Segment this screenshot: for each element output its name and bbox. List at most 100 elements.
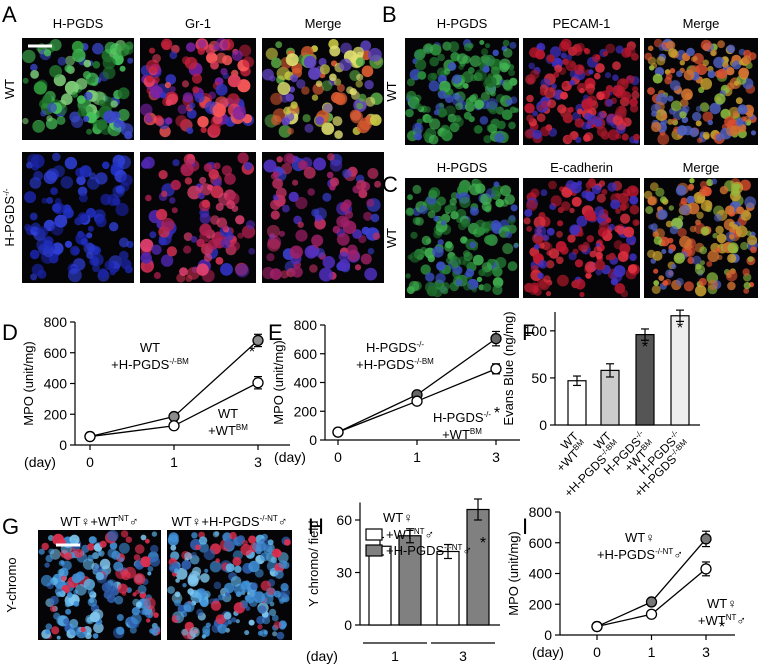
cell bbox=[622, 188, 631, 197]
cell bbox=[613, 265, 626, 278]
cell bbox=[326, 171, 334, 179]
cell bbox=[117, 583, 128, 594]
cell bbox=[632, 86, 639, 93]
cell bbox=[410, 231, 418, 239]
cell bbox=[654, 228, 665, 239]
cell bbox=[507, 261, 518, 271]
cell bbox=[124, 131, 133, 140]
cell bbox=[49, 548, 61, 560]
cell bbox=[726, 125, 738, 137]
series-label: +WTNT♂ bbox=[698, 613, 746, 628]
cell bbox=[40, 110, 47, 117]
cell bbox=[460, 236, 468, 244]
superscript: -/-NT bbox=[260, 514, 278, 523]
cell bbox=[726, 44, 736, 54]
cell bbox=[235, 619, 240, 624]
cell bbox=[161, 217, 175, 232]
x-axis-label: (day) bbox=[306, 648, 338, 664]
cell bbox=[89, 598, 94, 604]
cell bbox=[568, 252, 577, 261]
cell bbox=[173, 568, 179, 574]
cell bbox=[200, 126, 207, 133]
cell bbox=[720, 108, 731, 119]
cell bbox=[526, 114, 534, 123]
cell bbox=[700, 39, 712, 51]
cell bbox=[492, 266, 503, 277]
superscript: BM bbox=[236, 423, 248, 432]
significance-mark: * bbox=[719, 619, 725, 636]
cell bbox=[83, 59, 92, 68]
y-tick-label: 600 bbox=[294, 346, 318, 362]
data-point bbox=[411, 395, 423, 407]
cell bbox=[340, 217, 350, 228]
cell bbox=[98, 550, 105, 557]
cell bbox=[267, 238, 281, 252]
data-point bbox=[700, 563, 712, 575]
cell bbox=[195, 544, 201, 551]
cell bbox=[285, 93, 295, 102]
cell bbox=[429, 118, 441, 130]
cell bbox=[103, 590, 113, 599]
cell bbox=[273, 621, 282, 629]
cell bbox=[422, 43, 434, 54]
data-point bbox=[168, 420, 180, 432]
cell bbox=[417, 254, 424, 261]
text-segment: WT♀+WT bbox=[60, 514, 118, 529]
cell bbox=[223, 538, 236, 550]
cell bbox=[86, 128, 93, 135]
cell bbox=[182, 92, 194, 103]
cells bbox=[140, 38, 254, 138]
cell bbox=[52, 152, 61, 162]
cell bbox=[175, 615, 181, 621]
cell bbox=[235, 263, 250, 278]
row-label: WT bbox=[384, 81, 399, 101]
cell bbox=[594, 259, 606, 271]
cell bbox=[151, 531, 158, 537]
cell bbox=[492, 284, 503, 296]
cell bbox=[695, 263, 702, 270]
data-point bbox=[700, 533, 712, 545]
cell bbox=[727, 253, 737, 263]
y-tick-label: 600 bbox=[44, 345, 68, 361]
cell bbox=[675, 185, 687, 196]
cell bbox=[436, 67, 447, 77]
legend-swatch bbox=[365, 528, 383, 541]
text-segment: +H-PGDS bbox=[356, 357, 414, 372]
cell bbox=[502, 79, 513, 90]
cell bbox=[234, 565, 242, 573]
cell bbox=[113, 561, 124, 572]
text-segment: Y-chromo bbox=[4, 557, 19, 612]
cell bbox=[627, 264, 638, 274]
x-tick-label: 3 bbox=[702, 644, 710, 660]
cell bbox=[481, 48, 489, 56]
cell bbox=[544, 87, 556, 99]
cell bbox=[529, 47, 540, 58]
cell bbox=[584, 209, 596, 221]
data-point bbox=[252, 377, 264, 389]
cell bbox=[270, 556, 277, 563]
cell bbox=[653, 280, 660, 286]
cell bbox=[66, 592, 73, 598]
cell bbox=[556, 256, 564, 265]
cell bbox=[546, 260, 555, 269]
cell bbox=[360, 40, 372, 52]
cell bbox=[189, 627, 200, 638]
bar bbox=[436, 550, 460, 626]
y-tick-label: 100 bbox=[524, 323, 548, 339]
cell bbox=[502, 39, 510, 47]
cell bbox=[224, 582, 235, 594]
x-axis-label: (day) bbox=[24, 454, 56, 470]
cell bbox=[140, 534, 147, 541]
cell bbox=[595, 252, 603, 260]
cell bbox=[242, 56, 254, 68]
cell bbox=[81, 238, 88, 245]
cell bbox=[569, 224, 581, 236]
cell bbox=[107, 548, 118, 558]
cell bbox=[577, 180, 583, 186]
panel-letter: D bbox=[2, 320, 18, 345]
cell bbox=[665, 269, 674, 279]
cell bbox=[534, 225, 547, 238]
cell bbox=[750, 130, 757, 136]
cell bbox=[265, 47, 278, 61]
cell bbox=[322, 192, 332, 202]
